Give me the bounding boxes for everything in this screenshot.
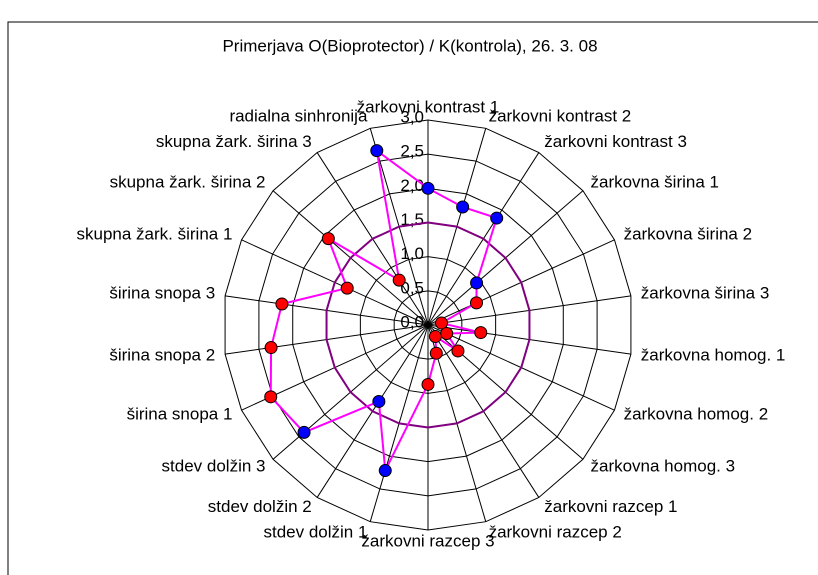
data-point: [456, 200, 470, 214]
y-tick-label: 3,0: [400, 107, 424, 126]
data-point: [372, 394, 386, 408]
category-label: širina snopa 3: [109, 284, 215, 303]
category-label: žarkovna homog. 1: [641, 345, 786, 364]
data-point: [429, 346, 443, 360]
data-point: [474, 326, 488, 340]
category-label: žarkovna homog. 3: [590, 457, 735, 476]
series-line: [325, 221, 531, 429]
category-label: žarkovna širina 1: [590, 172, 719, 191]
chart-frame: [7, 21, 818, 575]
category-label: stdev dolžin 2: [208, 497, 312, 516]
category-label: žarkovni razcep 3: [361, 531, 494, 550]
category-label: žarkovni kontrast 3: [544, 132, 687, 151]
category-label: stdev dolžin 3: [162, 457, 266, 476]
y-tick-label: 1,0: [400, 244, 424, 263]
category-label: žarkovni kontrast 1: [357, 97, 500, 116]
category-label: skupna žark. širina 2: [110, 172, 266, 191]
category-label: širina snopa 2: [109, 345, 215, 364]
data-point: [264, 390, 278, 404]
data-point: [435, 316, 449, 330]
y-tick-label: 0,5: [400, 278, 424, 297]
data-point: [469, 296, 483, 310]
category-label: skupna žark. širina 1: [77, 224, 233, 243]
y-tick-label: 2,0: [400, 176, 424, 195]
data-point: [275, 297, 289, 311]
data-point: [451, 344, 465, 358]
data-point: [421, 181, 435, 195]
category-label: žarkovni razcep 2: [489, 523, 622, 542]
data-point: [378, 464, 392, 478]
y-tick-label: 0,0: [400, 312, 424, 331]
category-label: žarkovni razcep 1: [544, 497, 677, 516]
category-label: stdev dolžin 1: [263, 523, 367, 542]
category-label: radialna sinhronija: [229, 106, 368, 125]
data-point: [490, 211, 504, 225]
y-tick-label: 2,5: [400, 142, 424, 161]
data-point: [392, 273, 406, 287]
data-point: [321, 232, 335, 246]
category-label: žarkovni kontrast 2: [489, 106, 632, 125]
category-label: žarkovna širina 2: [624, 224, 753, 243]
data-point: [340, 281, 354, 295]
data-point: [440, 327, 454, 341]
category-label: skupna žark. širina 3: [156, 132, 312, 151]
category-label: žarkovna homog. 2: [624, 405, 769, 424]
data-point: [264, 341, 278, 355]
category-label: širina snopa 1: [127, 405, 233, 424]
category-label: žarkovna širina 3: [641, 284, 770, 303]
data-point: [297, 425, 311, 439]
data-point: [421, 377, 435, 391]
data-point: [370, 144, 384, 158]
data-point: [428, 329, 442, 343]
chart-title: Primerjava O(Bioprotector) / K(kontrola)…: [222, 36, 597, 55]
data-point: [470, 276, 484, 290]
